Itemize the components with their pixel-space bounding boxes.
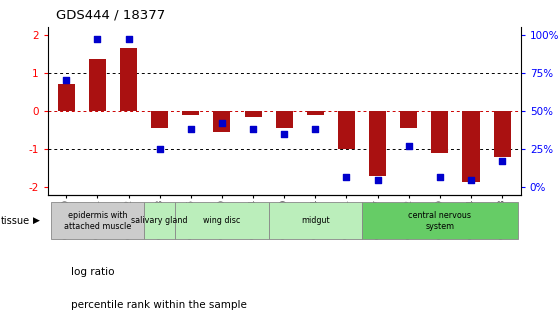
Point [124, 36, 133, 42]
Text: log ratio: log ratio [71, 267, 115, 277]
Bar [276, 111, 293, 128]
Text: epidermis with
attached muscle: epidermis with attached muscle [64, 211, 131, 230]
Text: wing disc: wing disc [203, 216, 241, 225]
Bar [431, 111, 449, 153]
FancyBboxPatch shape [144, 202, 175, 240]
Point [186, 127, 195, 132]
Bar [463, 111, 479, 181]
Point [373, 177, 382, 182]
Bar [369, 111, 386, 176]
Point [217, 120, 226, 126]
Point [342, 174, 351, 179]
Text: ▶: ▶ [34, 216, 40, 225]
Text: percentile rank within the sample: percentile rank within the sample [71, 300, 247, 310]
FancyBboxPatch shape [51, 202, 144, 240]
FancyBboxPatch shape [175, 202, 269, 240]
Point [498, 159, 507, 164]
Text: tissue: tissue [1, 216, 30, 226]
FancyBboxPatch shape [269, 202, 362, 240]
Point [93, 36, 102, 42]
Point [279, 131, 288, 136]
Point [435, 174, 444, 179]
Point [155, 146, 164, 152]
Bar [89, 59, 106, 111]
Bar [338, 111, 355, 149]
Bar [245, 111, 262, 117]
Point [404, 143, 413, 149]
Bar [400, 111, 417, 128]
Point [466, 177, 475, 182]
Bar [213, 111, 231, 132]
Bar [493, 111, 511, 157]
Bar [58, 84, 75, 111]
Text: salivary gland: salivary gland [132, 216, 188, 225]
Point [62, 78, 71, 83]
Text: midgut: midgut [301, 216, 330, 225]
Text: GDS444 / 18377: GDS444 / 18377 [56, 8, 165, 22]
Text: central nervous
system: central nervous system [408, 211, 472, 230]
Bar [120, 48, 137, 111]
Bar [307, 111, 324, 115]
Point [311, 127, 320, 132]
Bar [151, 111, 168, 128]
FancyBboxPatch shape [362, 202, 517, 240]
Bar [182, 111, 199, 115]
Point [249, 127, 258, 132]
